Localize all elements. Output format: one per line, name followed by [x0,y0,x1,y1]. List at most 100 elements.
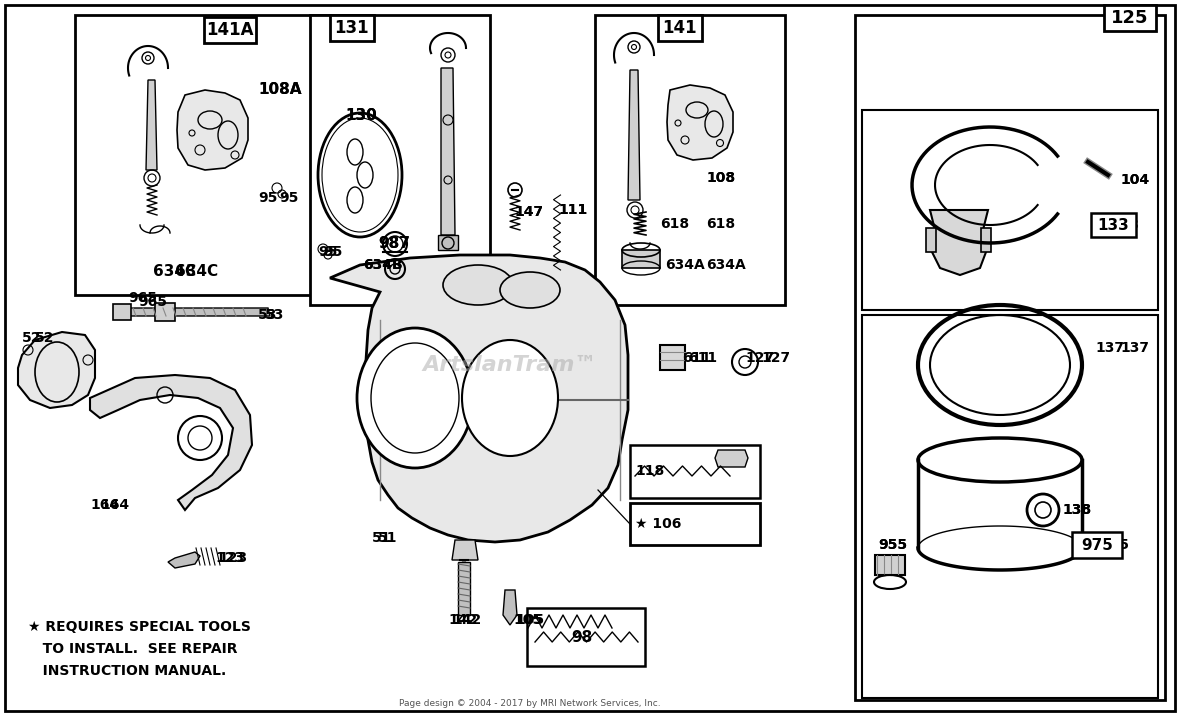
Text: 137: 137 [1095,341,1125,355]
Text: 53: 53 [258,308,277,322]
Text: 975: 975 [1081,538,1113,553]
Bar [658,15,702,41]
Polygon shape [452,540,478,560]
Polygon shape [503,590,517,625]
Text: 51: 51 [372,531,392,545]
Text: 965: 965 [127,291,157,305]
Text: 147: 147 [514,205,543,219]
Text: 104: 104 [1120,173,1149,187]
Text: 987: 987 [378,236,409,251]
Polygon shape [622,250,660,268]
Polygon shape [667,85,733,160]
Polygon shape [628,70,640,200]
Text: 955: 955 [878,538,907,552]
Ellipse shape [500,272,560,308]
Bar [630,503,760,545]
Text: 955: 955 [878,538,907,552]
Text: 965: 965 [138,295,168,309]
Bar [630,445,760,498]
Text: Page design © 2004 - 2017 by MRI Network Services, Inc.: Page design © 2004 - 2017 by MRI Network… [399,699,661,707]
Text: 123: 123 [215,551,244,565]
Text: 95: 95 [323,245,342,259]
Text: 108: 108 [706,171,735,185]
Text: 137: 137 [1120,341,1149,355]
Bar [310,15,490,305]
Text: 108A: 108A [258,82,302,97]
Ellipse shape [358,328,473,468]
Text: 618: 618 [706,217,735,231]
Text: 127: 127 [761,351,791,365]
Text: 111: 111 [558,203,588,217]
Text: 104: 104 [1120,173,1149,187]
Polygon shape [981,228,991,252]
Text: 138: 138 [1062,503,1092,517]
Polygon shape [90,375,253,510]
Text: 108A: 108A [258,82,302,97]
Text: 105: 105 [514,613,544,627]
Bar [330,15,374,41]
Text: 52: 52 [22,331,41,345]
Text: 95: 95 [258,191,277,205]
Text: 164: 164 [90,498,119,512]
Text: 611: 611 [688,351,717,365]
Text: ArtslanTram™: ArtslanTram™ [422,355,597,375]
Text: 53: 53 [266,308,284,322]
Text: TO INSTALL.  SEE REPAIR: TO INSTALL. SEE REPAIR [28,642,237,656]
Text: 634A: 634A [706,258,746,272]
Text: 51: 51 [378,531,398,545]
Text: 611: 611 [682,351,712,365]
Ellipse shape [463,340,558,456]
Text: 987: 987 [378,236,409,251]
Text: ★ REQUIRES SPECIAL TOOLS: ★ REQUIRES SPECIAL TOOLS [28,620,251,634]
Text: 975: 975 [1100,538,1129,552]
Text: 123: 123 [218,551,247,565]
Text: 634B: 634B [363,258,402,272]
Text: 131: 131 [335,19,369,37]
Polygon shape [177,90,248,170]
Text: 108: 108 [706,171,735,185]
Polygon shape [930,210,988,275]
Text: 95: 95 [278,191,299,205]
Bar [76,15,330,295]
Polygon shape [330,255,628,542]
Bar [204,17,256,43]
Text: 142: 142 [452,613,481,627]
Polygon shape [155,303,175,321]
Bar [1071,532,1122,558]
Text: 634B: 634B [363,258,402,272]
Text: 142: 142 [448,613,477,627]
Text: 52: 52 [35,331,54,345]
Text: 95: 95 [317,245,337,259]
Text: 141A: 141A [206,21,254,39]
Text: 164: 164 [100,498,129,512]
Text: 105: 105 [513,613,542,627]
Bar [1090,213,1135,237]
Text: 98: 98 [571,629,592,644]
Text: 111: 111 [558,203,588,217]
Bar [527,608,645,666]
Polygon shape [146,80,157,170]
Text: 130: 130 [345,107,376,122]
Text: 133: 133 [1110,218,1139,232]
Text: 618: 618 [660,217,689,231]
Polygon shape [926,228,936,252]
Bar [1104,5,1156,31]
Ellipse shape [442,265,513,305]
Polygon shape [438,235,458,250]
Polygon shape [660,345,686,370]
Text: 634A: 634A [666,258,704,272]
Text: 125: 125 [1112,9,1149,27]
Polygon shape [113,304,131,320]
Bar [863,315,1158,698]
Text: 634C: 634C [153,264,197,279]
Polygon shape [441,68,455,235]
Text: 147: 147 [514,205,543,219]
Polygon shape [715,450,748,467]
Text: INSTRUCTION MANUAL.: INSTRUCTION MANUAL. [28,664,227,678]
Polygon shape [876,555,905,575]
Polygon shape [130,308,270,316]
Bar [595,15,785,305]
Polygon shape [18,332,96,408]
Bar [856,15,1165,700]
Polygon shape [458,562,470,615]
